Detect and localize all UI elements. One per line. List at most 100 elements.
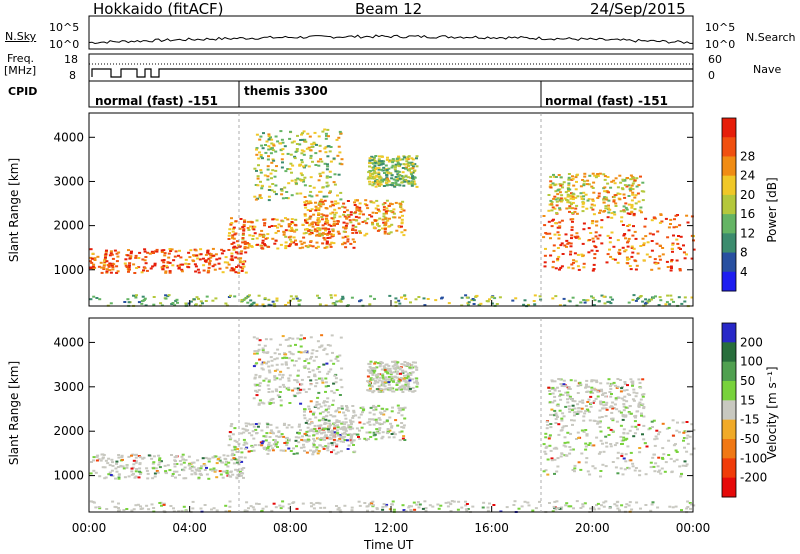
velocity-cell bbox=[306, 351, 310, 354]
velocity-cell bbox=[227, 461, 231, 464]
velocity-cell bbox=[132, 463, 136, 466]
velocity-cell bbox=[657, 470, 660, 473]
velocity-cell bbox=[258, 358, 262, 361]
velocity-cell bbox=[295, 379, 299, 382]
velocity-cell bbox=[276, 446, 279, 448]
velocity-cell bbox=[336, 355, 340, 358]
power-cell bbox=[398, 302, 402, 305]
velocity-cell bbox=[586, 401, 590, 403]
power-cell bbox=[266, 165, 270, 168]
velocity-cell bbox=[134, 470, 138, 473]
velocity-cell bbox=[269, 429, 273, 432]
velocity-cell bbox=[285, 436, 289, 439]
velocity-cell bbox=[257, 389, 261, 392]
power-cell bbox=[273, 190, 276, 193]
power-cell bbox=[401, 200, 405, 203]
velocity-cell bbox=[689, 453, 693, 456]
velocity-cell bbox=[260, 444, 264, 447]
velocity-cell bbox=[199, 507, 203, 510]
cpid-segment-3: normal (fast) -151 bbox=[545, 94, 668, 108]
velocity-cell bbox=[240, 460, 244, 463]
velocity-cell bbox=[301, 435, 304, 438]
power-cell bbox=[160, 266, 164, 269]
velocity-cell bbox=[230, 458, 234, 461]
power-cell bbox=[309, 244, 313, 247]
velocity-cell bbox=[595, 436, 599, 439]
power-cell bbox=[230, 243, 234, 245]
velocity-cell bbox=[134, 456, 138, 459]
power-cell bbox=[277, 223, 281, 226]
power-cell bbox=[102, 263, 106, 266]
power-cell bbox=[377, 164, 381, 167]
power-cell bbox=[400, 296, 403, 299]
velocity-cell bbox=[334, 377, 338, 380]
velocity-cell bbox=[263, 446, 267, 449]
power-cell bbox=[561, 186, 564, 189]
power-cell bbox=[336, 220, 340, 222]
power-cell bbox=[381, 218, 385, 221]
velocity-cell bbox=[230, 454, 234, 457]
velocity-cell bbox=[366, 509, 369, 512]
velocity-cell bbox=[310, 505, 313, 508]
power-cell bbox=[544, 247, 547, 250]
velocity-cell bbox=[378, 365, 382, 368]
velocity-cell bbox=[309, 400, 313, 403]
velocity-cell bbox=[383, 366, 387, 369]
power-cell bbox=[252, 228, 256, 231]
power-cell bbox=[646, 241, 650, 244]
power-cell bbox=[127, 249, 130, 252]
velocity-cell bbox=[672, 444, 676, 447]
velocity-cell bbox=[358, 504, 362, 507]
velocity-cell bbox=[620, 504, 624, 507]
power-cell bbox=[564, 233, 568, 236]
power-cell bbox=[266, 178, 270, 181]
power-cell bbox=[247, 229, 251, 231]
velocity-cell bbox=[390, 425, 394, 428]
power-cell bbox=[337, 232, 341, 235]
power-cell bbox=[385, 169, 389, 171]
velocity-cell bbox=[401, 437, 405, 440]
velocity-cell bbox=[406, 375, 410, 378]
velocity-cell bbox=[307, 367, 311, 370]
velocity-cell bbox=[92, 456, 96, 459]
power-cell bbox=[338, 151, 342, 154]
velocity-cell bbox=[686, 442, 690, 445]
velocity-cell bbox=[245, 425, 248, 428]
power-cell bbox=[670, 260, 673, 263]
power-cell bbox=[255, 147, 259, 150]
power-cell bbox=[610, 180, 614, 183]
power-cell bbox=[679, 235, 683, 238]
velocity-cell bbox=[406, 374, 410, 377]
power-cell bbox=[581, 210, 585, 213]
velocity-cell bbox=[344, 421, 348, 424]
power-colorbar-segment bbox=[722, 156, 736, 177]
power-cell bbox=[628, 213, 632, 215]
power-cell bbox=[660, 220, 664, 223]
power-cell bbox=[333, 213, 337, 216]
power-cell bbox=[633, 259, 637, 262]
power-cell bbox=[241, 263, 245, 266]
power-cell bbox=[409, 301, 412, 304]
power-cell bbox=[275, 299, 279, 302]
velocity-cell bbox=[552, 505, 556, 508]
velocity-cell bbox=[374, 431, 378, 434]
power-cell bbox=[224, 256, 228, 259]
power-cell bbox=[630, 199, 634, 202]
power-cell bbox=[390, 166, 394, 169]
power-cell bbox=[300, 243, 304, 246]
power-cell bbox=[581, 254, 585, 257]
power-cell bbox=[400, 208, 404, 211]
power-cell bbox=[556, 231, 560, 234]
velocity-cell bbox=[566, 401, 570, 404]
power-cell bbox=[224, 302, 228, 305]
power-cell bbox=[273, 225, 277, 227]
velocity-cell bbox=[327, 431, 331, 433]
power-cell bbox=[197, 297, 200, 300]
velocity-cell bbox=[374, 406, 378, 408]
velocity-cell bbox=[609, 445, 613, 448]
power-cell bbox=[269, 172, 273, 175]
power-cell bbox=[299, 139, 303, 141]
velocity-cell bbox=[638, 451, 642, 454]
power-cell bbox=[192, 298, 196, 301]
velocity-cell bbox=[548, 444, 552, 447]
